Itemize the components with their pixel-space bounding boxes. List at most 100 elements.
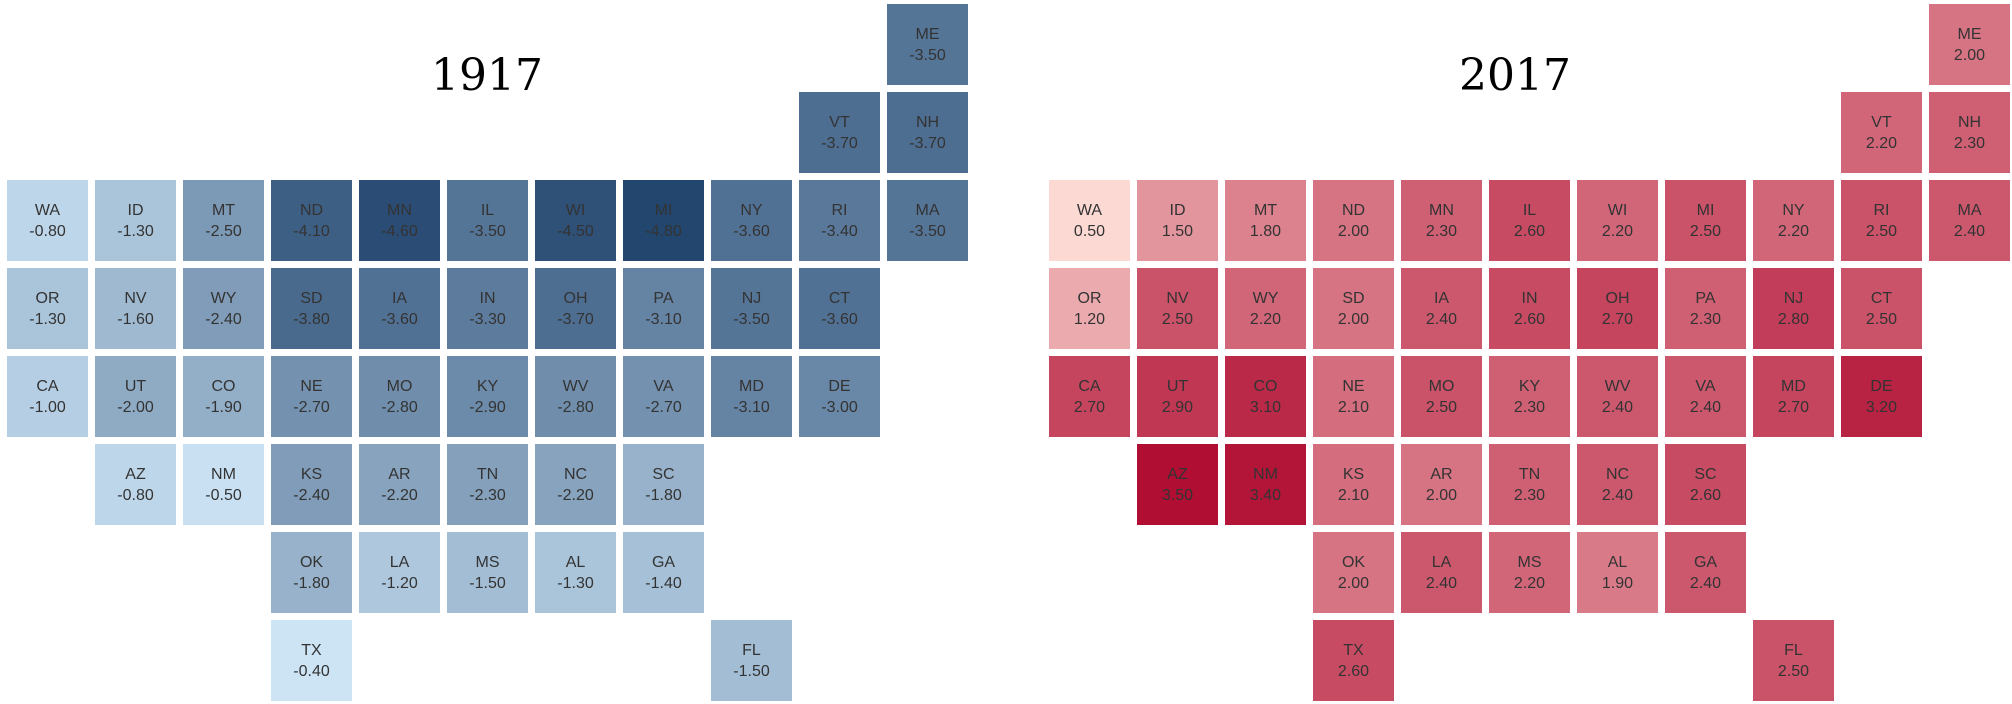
state-tile-ny: NY 2.20 (1753, 180, 1834, 261)
state-tile-in: IN 2.60 (1489, 268, 1570, 349)
state-value: -1.90 (205, 398, 242, 416)
state-value: 2.70 (1777, 398, 1810, 416)
state-value: -2.40 (293, 486, 330, 504)
state-value: -1.30 (557, 574, 594, 592)
map-panel-1917: 1917 ME -3.50 VT -3.70 NH -3.70 WA -0.80 ID -1.30… (0, 0, 970, 704)
state-code: WY (1252, 289, 1279, 307)
state-code: SD (1342, 289, 1365, 307)
state-code: VA (653, 377, 674, 395)
state-code: MA (1957, 201, 1982, 219)
state-value: -0.80 (29, 222, 66, 240)
state-tile-ky: KY 2.30 (1489, 356, 1570, 437)
state-code: AR (388, 465, 411, 483)
state-tile-fl: FL 2.50 (1753, 620, 1834, 701)
state-tile-sd: SD -3.80 (271, 268, 352, 349)
state-code: CA (36, 377, 59, 395)
state-value: 2.00 (1425, 486, 1458, 504)
state-tile-mo: MO -2.80 (359, 356, 440, 437)
state-tile-ct: CT 2.50 (1841, 268, 1922, 349)
state-tile-wi: WI -4.50 (535, 180, 616, 261)
state-value: 3.10 (1249, 398, 1282, 416)
state-code: NJ (741, 289, 762, 307)
state-value: -3.30 (469, 310, 506, 328)
state-tile-ne: NE -2.70 (271, 356, 352, 437)
state-tile-al: AL -1.30 (535, 532, 616, 613)
state-code: IA (1433, 289, 1450, 307)
state-tile-ok: OK 2.00 (1313, 532, 1394, 613)
state-value: 2.20 (1513, 574, 1546, 592)
state-code: IN (479, 289, 496, 307)
state-tile-me: ME 2.00 (1929, 4, 2010, 85)
state-value: -3.10 (645, 310, 682, 328)
state-tile-wy: WY -2.40 (183, 268, 264, 349)
state-tile-or: OR -1.30 (7, 268, 88, 349)
state-tile-va: VA -2.70 (623, 356, 704, 437)
state-code: UT (1166, 377, 1189, 395)
state-tile-nm: NM 3.40 (1225, 444, 1306, 525)
state-tile-ma: MA -3.50 (887, 180, 968, 261)
state-code: SD (300, 289, 323, 307)
state-value: 2.50 (1161, 310, 1194, 328)
state-value: 2.30 (1953, 134, 1986, 152)
state-tile-or: OR 1.20 (1049, 268, 1130, 349)
state-code: WV (1604, 377, 1631, 395)
state-value: 2.70 (1601, 310, 1634, 328)
state-value: -2.70 (293, 398, 330, 416)
state-tile-ks: KS -2.40 (271, 444, 352, 525)
state-code: IN (1521, 289, 1538, 307)
state-code: MO (386, 377, 413, 395)
state-value: -0.40 (293, 662, 330, 680)
state-value: 2.30 (1425, 222, 1458, 240)
state-tile-tx: TX -0.40 (271, 620, 352, 701)
state-value: 2.20 (1865, 134, 1898, 152)
state-tile-nd: ND 2.00 (1313, 180, 1394, 261)
state-value: -2.20 (381, 486, 418, 504)
state-tile-sd: SD 2.00 (1313, 268, 1394, 349)
state-value: 2.00 (1337, 574, 1370, 592)
state-tile-ok: OK -1.80 (271, 532, 352, 613)
state-code: OK (1341, 553, 1366, 571)
state-code: NH (915, 113, 940, 131)
state-tile-wa: WA -0.80 (7, 180, 88, 261)
state-value: -1.60 (117, 310, 154, 328)
state-tile-id: ID -1.30 (95, 180, 176, 261)
state-value: -3.70 (557, 310, 594, 328)
state-tile-pa: PA -3.10 (623, 268, 704, 349)
state-code: FL (742, 641, 761, 659)
state-code: DE (828, 377, 851, 395)
state-code: LA (389, 553, 410, 571)
state-value: -4.50 (557, 222, 594, 240)
state-value: -3.80 (293, 310, 330, 328)
state-tile-ri: RI -3.40 (799, 180, 880, 261)
state-code: KS (1342, 465, 1365, 483)
state-tile-la: LA 2.40 (1401, 532, 1482, 613)
state-value: 2.70 (1073, 398, 1106, 416)
state-value: -1.50 (469, 574, 506, 592)
state-code: PA (1695, 289, 1716, 307)
state-code: NE (300, 377, 323, 395)
state-code: NY (1782, 201, 1805, 219)
state-tile-az: AZ -0.80 (95, 444, 176, 525)
state-code: DE (1870, 377, 1893, 395)
state-code: KY (476, 377, 499, 395)
state-tile-in: IN -3.30 (447, 268, 528, 349)
state-tile-mo: MO 2.50 (1401, 356, 1482, 437)
state-code: NJ (1783, 289, 1804, 307)
state-code: OR (1077, 289, 1102, 307)
state-value: -2.40 (205, 310, 242, 328)
state-tile-id: ID 1.50 (1137, 180, 1218, 261)
state-code: WV (562, 377, 589, 395)
state-value: 2.40 (1425, 574, 1458, 592)
state-code: OR (35, 289, 60, 307)
state-tile-az: AZ 3.50 (1137, 444, 1218, 525)
state-tile-il: IL 2.60 (1489, 180, 1570, 261)
state-tile-co: CO -1.90 (183, 356, 264, 437)
state-tile-nd: ND -4.10 (271, 180, 352, 261)
state-tile-ks: KS 2.10 (1313, 444, 1394, 525)
state-code: OK (299, 553, 324, 571)
state-value: 2.40 (1425, 310, 1458, 328)
state-value: -3.60 (381, 310, 418, 328)
state-code: CO (1253, 377, 1278, 395)
state-value: -4.10 (293, 222, 330, 240)
state-value: 2.30 (1513, 486, 1546, 504)
